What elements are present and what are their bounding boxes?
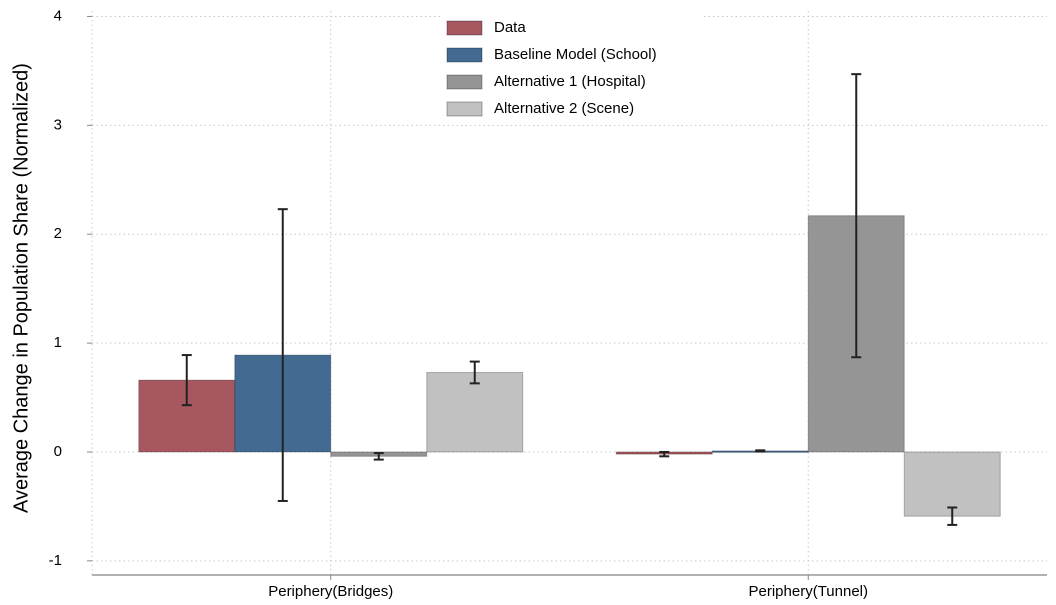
error-bar bbox=[469, 360, 480, 385]
legend-swatch bbox=[446, 101, 483, 117]
error-bar bbox=[181, 354, 192, 407]
legend-swatch bbox=[446, 47, 483, 63]
x-tick-label: Periphery(Bridges) bbox=[268, 583, 393, 600]
legend-label: Alternative 1 (Hospital) bbox=[494, 73, 646, 90]
error-bar bbox=[755, 449, 766, 453]
legend-swatch bbox=[446, 74, 483, 90]
legend-label: Baseline Model (School) bbox=[494, 46, 657, 63]
error-bar bbox=[373, 452, 384, 461]
bar bbox=[903, 451, 1001, 517]
bar bbox=[426, 371, 524, 453]
error-bar bbox=[659, 450, 670, 458]
error-bar bbox=[851, 73, 862, 359]
y-tick-label: 0 bbox=[54, 443, 62, 460]
y-tick-label: -1 bbox=[49, 552, 62, 569]
x-tick-label: Periphery(Tunnel) bbox=[749, 583, 869, 600]
y-tick-label: 3 bbox=[54, 116, 62, 133]
y-tick-label: 4 bbox=[54, 7, 62, 24]
legend-label: Alternative 2 (Scene) bbox=[494, 100, 634, 117]
error-bar bbox=[947, 506, 958, 526]
legend-box bbox=[440, 13, 702, 125]
y-tick-label: 2 bbox=[54, 225, 62, 242]
error-bar bbox=[277, 208, 288, 502]
y-tick-label: 1 bbox=[54, 334, 62, 351]
y-axis-title: Average Change in Population Share (Norm… bbox=[10, 63, 32, 513]
legend: Data Baseline Model (School) Alternative 1… bbox=[440, 13, 702, 125]
legend-label: Data bbox=[494, 19, 526, 36]
legend-swatch bbox=[446, 20, 483, 36]
